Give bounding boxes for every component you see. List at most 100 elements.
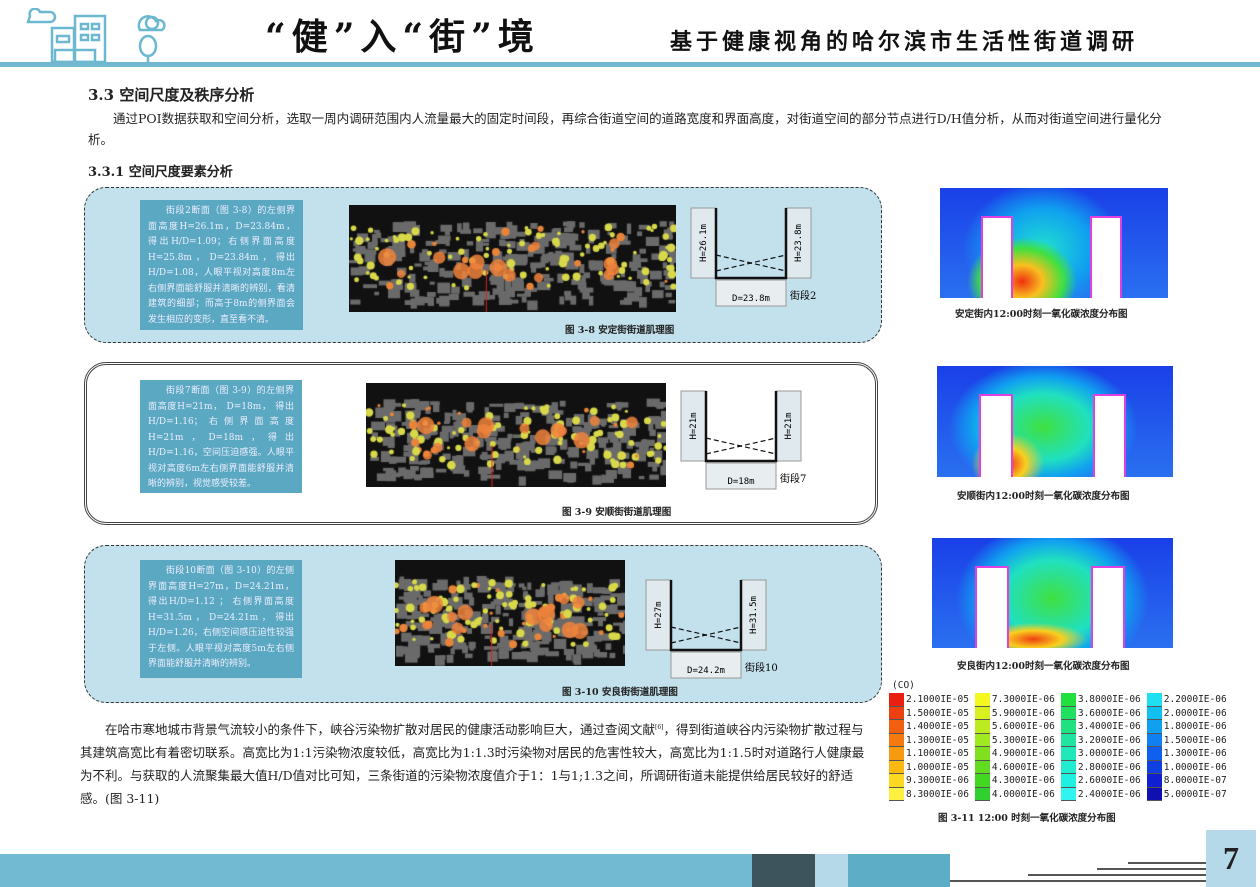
right-building bbox=[740, 579, 767, 651]
building-block bbox=[979, 393, 1013, 477]
right-height-label: H=23.8m bbox=[794, 224, 804, 262]
legend-entry: 9.3000IE-06 bbox=[889, 774, 969, 788]
legend-entry: 5.0000IE-07 bbox=[1146, 787, 1227, 801]
legend-swatch bbox=[1060, 787, 1076, 801]
legend-swatch bbox=[889, 733, 904, 747]
building-block bbox=[981, 215, 1013, 298]
legend-entry: 1.3000IE-05 bbox=[889, 733, 969, 747]
right-height-label: H=31.5m bbox=[749, 596, 759, 634]
legend-column: 7.3000IE-06 5.9000IE-06 5.6000IE-06 5.3000I… bbox=[974, 693, 1055, 801]
legend-entry: 2.8000IE-06 bbox=[1060, 760, 1141, 774]
street-texture-map bbox=[349, 205, 676, 312]
cfd-caption: 安良街内12:00时刻一氧化碳浓度分布图 bbox=[957, 661, 1130, 672]
street-section-diagram: H=26.1m H=23.8m D=23.8m 街段2 bbox=[690, 207, 816, 307]
color-legend: 2.1000IE-05 1.5000IE-05 1.4000IE-05 1.3000I… bbox=[889, 693, 1227, 801]
left-building bbox=[680, 390, 707, 462]
header-divider bbox=[0, 62, 1260, 67]
co-concentration-map bbox=[932, 538, 1173, 648]
legend-entry: 2.0000IE-06 bbox=[1146, 706, 1227, 720]
page-header-subtitle: 基于健康视角的哈尔滨市生活性街道调研 bbox=[670, 29, 1139, 55]
legend-swatch bbox=[974, 760, 990, 774]
width-label: D=23.8m bbox=[732, 294, 770, 304]
segment-label: 街段2 bbox=[790, 289, 816, 302]
legend-entry: 8.0000IE-07 bbox=[1146, 774, 1227, 788]
figure-caption: 图 3-8 安定街街道肌理图 bbox=[565, 325, 675, 336]
legend-label: 4.0000IE-06 bbox=[991, 788, 1055, 800]
legend-label: 1.0000IE-06 bbox=[1163, 761, 1227, 773]
legend-label: 5.0000IE-07 bbox=[1163, 788, 1227, 800]
conclusion-text: ，得到街道峡谷内污染物扩散过程与其建筑高宽比有着密切联系。高宽比为1:1污染物浓… bbox=[80, 722, 865, 807]
legend-swatch bbox=[1146, 720, 1162, 734]
building-block bbox=[1092, 393, 1126, 477]
street-section-diagram: H=21m H=21m D=18m 街段7 bbox=[680, 390, 806, 490]
legend-entry: 3.6000IE-06 bbox=[1060, 706, 1141, 720]
legend-swatch bbox=[889, 774, 904, 788]
legend-entry: 4.6000IE-06 bbox=[974, 760, 1055, 774]
legend-swatch bbox=[1060, 733, 1076, 747]
segment-label: 街段10 bbox=[745, 661, 778, 674]
legend-label: 1.8000IE-06 bbox=[1163, 721, 1227, 733]
footer-block bbox=[848, 854, 950, 887]
legend-swatch bbox=[1146, 693, 1162, 707]
legend-label: 3.4000IE-06 bbox=[1077, 721, 1141, 733]
legend-swatch bbox=[1060, 693, 1076, 707]
legend-swatch bbox=[889, 706, 904, 720]
legend-entry: 1.5000IE-06 bbox=[1146, 733, 1227, 747]
width-label: D=18m bbox=[727, 477, 754, 487]
reference-mark[interactable]: [6] bbox=[655, 724, 664, 731]
legend-swatch bbox=[1146, 774, 1162, 788]
street-texture-map bbox=[395, 560, 625, 666]
conclusion-text: 在哈市寒地城市背景气流较小的条件下，峡谷污染物扩散对居民的健康活动影响巨大，通过… bbox=[105, 722, 656, 738]
legend-label: 2.1000IE-05 bbox=[906, 694, 969, 706]
legend-entry: 1.0000IE-05 bbox=[889, 760, 969, 774]
cfd-caption: 安顺街内12:00时刻一氧化碳浓度分布图 bbox=[957, 491, 1130, 502]
legend-swatch bbox=[974, 774, 990, 788]
segment-label: 街段7 bbox=[780, 472, 806, 485]
co-concentration-map bbox=[940, 188, 1168, 298]
legend-swatch bbox=[974, 693, 990, 707]
legend-label: 3.2000IE-06 bbox=[1077, 734, 1141, 746]
road-section bbox=[715, 279, 787, 307]
legend-swatch bbox=[889, 720, 904, 734]
legend-entry: 1.4000IE-05 bbox=[889, 720, 969, 734]
legend-swatch bbox=[974, 733, 990, 747]
section-heading: 3.3 空间尺度及秩序分析 bbox=[88, 86, 255, 104]
legend-swatch bbox=[974, 747, 990, 761]
building-block bbox=[975, 565, 1010, 648]
legend-label: 5.9000IE-06 bbox=[991, 707, 1055, 719]
legend-label: 3.0000IE-06 bbox=[1077, 748, 1141, 760]
legend-column: 3.8000IE-06 3.6000IE-06 3.4000IE-06 3.2000I… bbox=[1060, 693, 1141, 801]
legend-swatch bbox=[974, 720, 990, 734]
legend-swatch bbox=[1146, 747, 1162, 761]
legend-entry: 5.6000IE-06 bbox=[974, 720, 1055, 734]
legend-swatch bbox=[889, 693, 904, 707]
legend-entry: 1.5000IE-05 bbox=[889, 706, 969, 720]
legend-swatch bbox=[1060, 720, 1076, 734]
legend-swatch bbox=[889, 787, 904, 801]
footer-line bbox=[1097, 868, 1206, 870]
legend-label: 8.0000IE-07 bbox=[1163, 775, 1227, 787]
legend-entry: 8.3000IE-06 bbox=[889, 787, 969, 801]
footer-line bbox=[1128, 862, 1206, 864]
figure-caption: 图 3-10 安良街街道肌理图 bbox=[562, 687, 678, 698]
legend-label: 3.6000IE-06 bbox=[1077, 707, 1141, 719]
legend-entry: 2.4000IE-06 bbox=[1060, 787, 1141, 801]
legend-entry: 1.1000IE-05 bbox=[889, 747, 969, 761]
legend-entry: 3.0000IE-06 bbox=[1060, 747, 1141, 761]
footer-block bbox=[752, 854, 815, 887]
left-height-label: H=21m bbox=[689, 412, 699, 439]
legend-swatch bbox=[1146, 733, 1162, 747]
legend-label: 2.4000IE-06 bbox=[1077, 788, 1141, 800]
legend-entry: 2.1000IE-05 bbox=[889, 693, 969, 707]
legend-swatch bbox=[1146, 760, 1162, 774]
analysis-text: 街段7断面（图 3-9）的左侧界面高度H=21m， D=18m， 得出H/D=1… bbox=[140, 380, 302, 493]
legend-swatch bbox=[889, 760, 904, 774]
left-height-label: H=26.1m bbox=[699, 224, 709, 262]
legend-entry: 4.9000IE-06 bbox=[974, 747, 1055, 761]
legend-entry: 3.2000IE-06 bbox=[1060, 733, 1141, 747]
legend-label: 3.8000IE-06 bbox=[1077, 694, 1141, 706]
left-building bbox=[645, 579, 672, 651]
legend-label: 1.0000IE-05 bbox=[906, 761, 969, 773]
legend-swatch bbox=[1060, 706, 1076, 720]
conclusion-paragraph: 在哈市寒地城市背景气流较小的条件下，峡谷污染物扩散对居民的健康活动影响巨大，通过… bbox=[80, 716, 865, 810]
